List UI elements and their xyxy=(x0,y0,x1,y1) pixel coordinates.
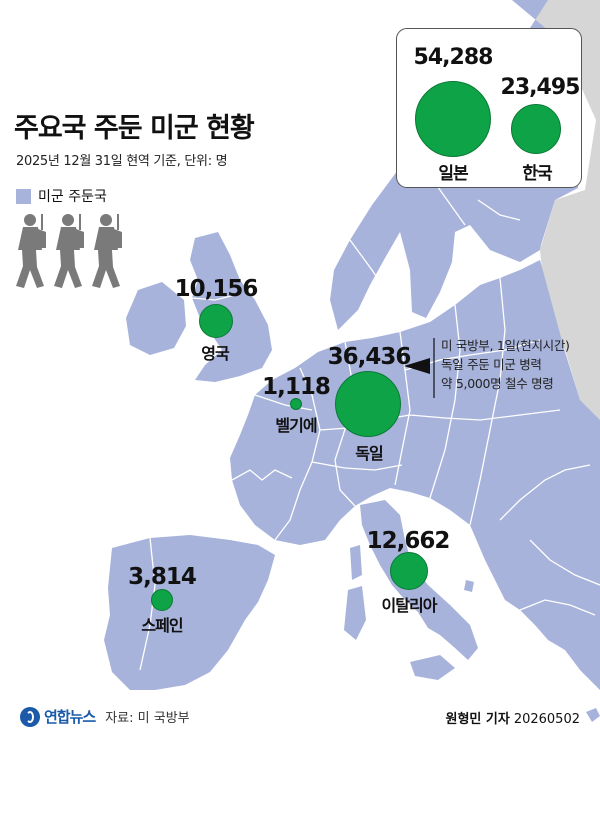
value-label-japan: 54,288 xyxy=(413,45,494,70)
page-title: 주요국 주둔 미군 현황 xyxy=(14,113,255,144)
legend-swatch xyxy=(16,188,31,204)
bubble-italy xyxy=(390,552,428,590)
value-label-spain: 3,814 xyxy=(128,564,197,590)
source-text: 자료: 미 국방부 xyxy=(105,711,190,726)
bubble-germany xyxy=(335,371,401,437)
country-label-italy: 이탈리아 xyxy=(381,596,438,615)
land-balkans xyxy=(470,520,600,690)
legend-label: 미군 주둔국 xyxy=(38,189,107,205)
value-label-germany: 36,436 xyxy=(327,344,412,370)
germany-withdrawal-annotation: 미 국방부, 1일(현지시간) 독일 주둔 미군 병력 약 5,000명 철수 … xyxy=(441,336,570,393)
land-iberia xyxy=(104,535,275,690)
country-label-korea: 한국 xyxy=(522,164,552,184)
bubble-spain xyxy=(151,589,173,611)
bubble-korea xyxy=(511,104,561,154)
asia-inset-box: 54,288 일본 23,495 한국 xyxy=(396,28,582,188)
country-label-belgium: 벨기에 xyxy=(275,416,317,435)
land-sardinia xyxy=(344,586,366,640)
annotation-line-3: 약 5,000명 철수 명령 xyxy=(441,376,554,391)
country-label-germany: 독일 xyxy=(355,444,383,463)
publish-date: 20260502 xyxy=(513,712,580,727)
logo-text: 연합뉴스 xyxy=(44,708,96,726)
land-sicily xyxy=(410,655,455,680)
byline: 원형민 기자 20260502 xyxy=(446,708,581,727)
bubble-uk xyxy=(199,304,233,338)
value-label-belgium: 1,118 xyxy=(262,374,331,400)
non-host-territory xyxy=(512,0,600,420)
annotation-line-1: 미 국방부, 1일(현지시간) xyxy=(441,338,570,353)
legend: 미군 주둔국 xyxy=(16,186,107,206)
yonhap-logo-icon xyxy=(20,706,40,727)
value-label-uk: 10,156 xyxy=(174,276,259,302)
bubble-japan xyxy=(415,81,491,157)
annotation-pointer xyxy=(404,338,435,398)
country-label-uk: 영국 xyxy=(201,344,229,363)
land-continent xyxy=(230,260,600,685)
land-great-britain xyxy=(190,232,272,382)
footer-source: 연합뉴스 자료: 미 국방부 xyxy=(20,706,190,727)
bubble-belgium xyxy=(290,398,302,410)
country-label-spain: 스페인 xyxy=(141,616,183,635)
value-label-italy: 12,662 xyxy=(366,528,451,554)
land-corsica xyxy=(350,545,362,580)
reporter-name: 원형민 기자 xyxy=(445,712,510,727)
country-label-japan: 일본 xyxy=(438,164,468,184)
annotation-line-2: 독일 주둔 미군 병력 xyxy=(441,357,542,372)
land-ireland xyxy=(126,282,186,355)
page-subtitle: 2025년 12월 31일 현역 기준, 단위: 명 xyxy=(16,154,228,169)
value-label-korea: 23,495 xyxy=(500,75,581,100)
three-marching-soldiers-icon xyxy=(16,214,122,288)
